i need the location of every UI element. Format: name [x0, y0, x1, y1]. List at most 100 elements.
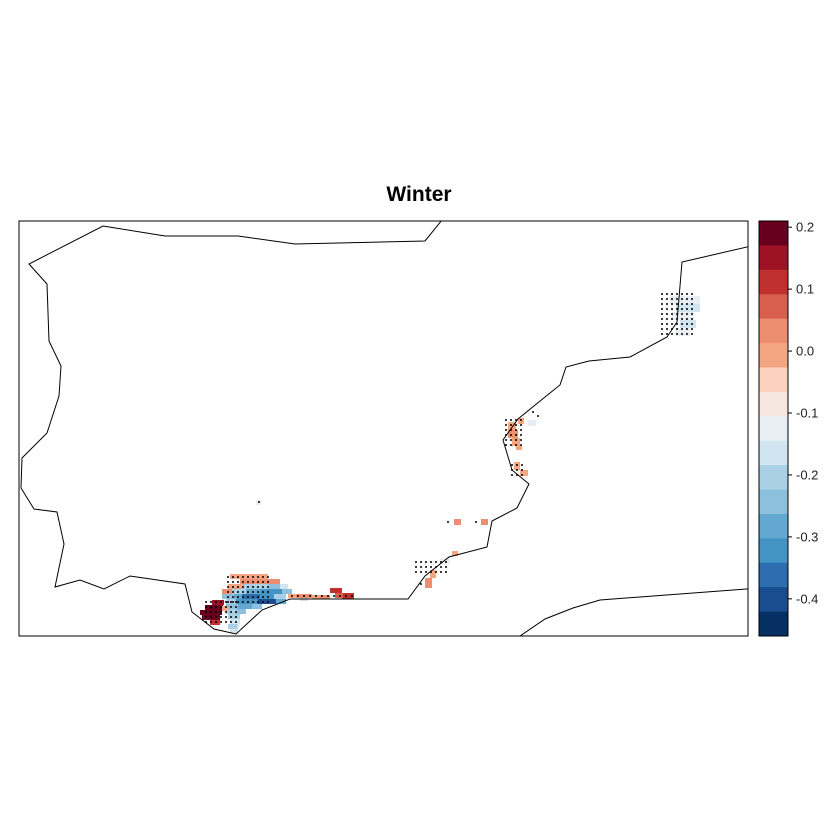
value-cell: [230, 629, 238, 634]
significance-dot: [511, 464, 513, 466]
significance-dot: [425, 561, 427, 563]
significance-dot: [210, 601, 212, 603]
colorbar-bin: [759, 489, 788, 515]
significance-dot: [691, 323, 693, 325]
value-cell: [230, 574, 268, 579]
significance-dot: [430, 566, 432, 568]
significance-dot: [420, 566, 422, 568]
significance-dot: [345, 595, 347, 597]
significance-dot: [205, 621, 207, 623]
significance-dot: [661, 318, 663, 320]
colorbar-bin: [759, 318, 788, 344]
significance-dot: [515, 444, 517, 446]
significance-dot: [521, 464, 523, 466]
significance-dot: [686, 293, 688, 295]
value-cell: [236, 609, 246, 614]
significance-dot: [210, 621, 212, 623]
value-cell: [226, 604, 238, 609]
value-cell: [330, 588, 342, 593]
colorbar-tick-label: 0.0: [796, 344, 814, 359]
significance-dot: [205, 606, 207, 608]
colorbar-bin: [759, 587, 788, 613]
significance-dot: [242, 576, 244, 578]
significance-dot: [237, 586, 239, 588]
significance-dot: [676, 323, 678, 325]
significance-dot: [676, 308, 678, 310]
significance-dot: [661, 328, 663, 330]
significance-dot: [235, 611, 237, 613]
significance-dot: [666, 333, 668, 335]
significance-dot: [661, 333, 663, 335]
significance-dot: [681, 318, 683, 320]
significance-dot: [252, 601, 254, 603]
colorbar-ticks: 0.2 0.1 0.0 -0.1 -0.2 -0.3 -0.4: [788, 220, 818, 606]
significance-dot: [220, 611, 222, 613]
significance-dot: [661, 303, 663, 305]
significance-dot: [475, 521, 477, 523]
colorbar-bin: [759, 562, 788, 588]
significance-dot: [232, 576, 234, 578]
colorbar-bin: [759, 538, 788, 564]
significance-dot: [267, 581, 269, 583]
value-cell: [252, 604, 262, 609]
significance-dot: [315, 595, 317, 597]
significance-dot: [445, 566, 447, 568]
significance-dot: [676, 313, 678, 315]
significance-dot: [666, 293, 668, 295]
significance-dot: [510, 419, 512, 421]
significance-dot: [511, 469, 513, 471]
significance-dot: [252, 596, 254, 598]
colorbar-bin: [759, 611, 788, 637]
significance-dot: [225, 601, 227, 603]
value-cell: [228, 584, 244, 589]
significance-dot: [237, 581, 239, 583]
significance-dot: [661, 323, 663, 325]
significance-dot: [676, 333, 678, 335]
significance-dot: [691, 318, 693, 320]
significance-dot: [237, 576, 239, 578]
significance-dot: [242, 586, 244, 588]
significance-dot: [516, 469, 518, 471]
significance-dot: [681, 308, 683, 310]
significance-dot: [237, 596, 239, 598]
significance-dot: [232, 581, 234, 583]
significance-dot: [516, 464, 518, 466]
significance-dot: [227, 596, 229, 598]
significance-dot: [220, 616, 222, 618]
significance-dot: [227, 576, 229, 578]
colorbar-bin: [759, 245, 788, 271]
significance-dot: [242, 596, 244, 598]
colorbar-bin: [759, 440, 788, 466]
significance-dot: [515, 429, 517, 431]
significance-dot: [267, 601, 269, 603]
significance-dot: [257, 576, 259, 578]
value-cell: [676, 328, 690, 336]
colorbar-bins: [759, 221, 788, 637]
significance-dot: [215, 621, 217, 623]
significance-dot: [267, 586, 269, 588]
value-cell: [242, 594, 260, 599]
value-cell: [222, 606, 228, 611]
significance-dot: [257, 586, 259, 588]
colorbar-bin: [759, 391, 788, 417]
significance-dot: [420, 571, 422, 573]
significance-dot: [262, 586, 264, 588]
significance-dot: [666, 313, 668, 315]
value-cell: [452, 551, 458, 556]
significance-dot: [247, 581, 249, 583]
colorbar-bin: [759, 416, 788, 442]
significance-dot: [215, 616, 217, 618]
significance-dot: [515, 439, 517, 441]
significance-dot: [505, 444, 507, 446]
significance-dot: [661, 308, 663, 310]
significance-dot: [262, 596, 264, 598]
significance-dot: [425, 571, 427, 573]
significance-dot: [440, 561, 442, 563]
significance-dot: [510, 429, 512, 431]
value-cell: [508, 422, 516, 430]
significance-dot: [510, 439, 512, 441]
value-cell: [512, 438, 520, 446]
significance-dot: [235, 621, 237, 623]
significance-dot: [510, 444, 512, 446]
colorbar-tick-label: -0.3: [796, 529, 818, 544]
